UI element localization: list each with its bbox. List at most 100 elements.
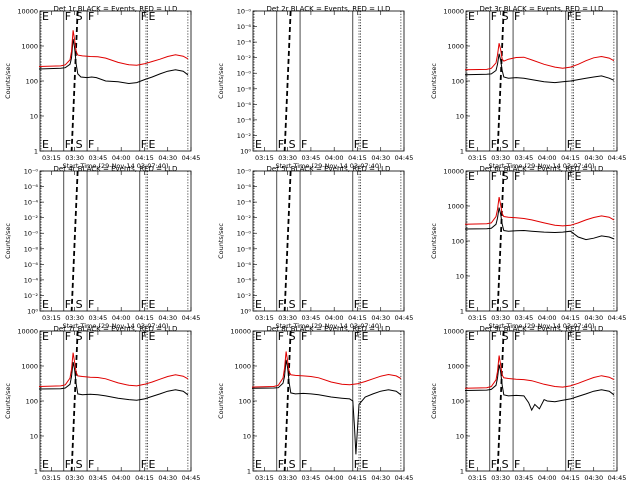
marker-label: F [514, 458, 520, 471]
y-tick-label: 10000 [443, 168, 464, 176]
y-tick-label: 10⁻⁶ [24, 261, 39, 269]
x-axis-label: Start Time (29-Nov-14 03:07:40) [63, 322, 169, 330]
marker-label-top: F [567, 330, 573, 343]
marker-label: E [575, 298, 582, 311]
y-tick-label: 10⁻⁶ [237, 183, 252, 191]
y-tick-label: 10⁻⁰ [24, 230, 39, 238]
x-tick-label: 03:45 [89, 474, 108, 480]
y-tick-label: 10 [30, 113, 38, 121]
panel-1: Det 1r BLACK = Events, RED = LLD 03:15 03:… [4, 5, 200, 170]
x-tick-label: 03:45 [302, 474, 321, 480]
x-tick-label: 03:30 [491, 154, 510, 162]
marker-label: F [278, 458, 284, 471]
marker-label-top: S [76, 330, 83, 343]
marker-label: F [567, 458, 573, 471]
marker-label: F [354, 298, 360, 311]
marker-label: F [88, 138, 94, 151]
x-tick-label: 04:30 [584, 154, 603, 162]
marker-label: E [255, 458, 262, 471]
y-tick-label: 10 [30, 433, 38, 441]
y-tick-label: 10⁻⁸ [237, 85, 252, 93]
marker-label: F [88, 458, 94, 471]
marker-label: F [65, 138, 71, 151]
marker-line-s [70, 330, 79, 472]
y-axis-label: Counts/sec [217, 223, 225, 259]
panel-title: Det 5r BLACK = Events, RED = LLD [267, 165, 391, 173]
x-tick-label: 03:15 [468, 474, 487, 480]
panel-title: Det 2r BLACK = Events, RED = LLD [267, 5, 391, 13]
marker-label-top: F [88, 10, 94, 23]
y-tick-label: 10⁻⁴ [237, 39, 252, 47]
y-tick-label: 10⁻² [24, 214, 39, 222]
x-tick-label: 04:30 [371, 314, 390, 322]
x-tick-label: 03:15 [255, 314, 274, 322]
x-axis-label: Start Time (29-Nov-14 03:07:40) [276, 162, 382, 170]
x-tick-label: 03:15 [42, 154, 61, 162]
marker-label: S [289, 298, 296, 311]
marker-label-top: F [491, 10, 497, 23]
y-tick-label: 10000 [17, 328, 38, 336]
x-tick-label: 04:00 [538, 314, 557, 322]
x-tick-label: 03:30 [65, 474, 84, 480]
marker-label: F [567, 138, 573, 151]
marker-label-top: S [289, 330, 296, 343]
x-tick-label: 04:15 [348, 314, 367, 322]
marker-label: E [42, 138, 49, 151]
y-tick-label: 10⁻⁰ [237, 8, 252, 16]
y-tick-label: 10⁻⁶ [24, 183, 39, 191]
y-axis-label: Counts/sec [4, 63, 12, 99]
marker-label-top: F [567, 170, 573, 183]
y-tick-label: 10⁻⁶ [237, 261, 252, 269]
x-tick-label: 04:45 [608, 314, 627, 322]
marker-label: E [42, 298, 49, 311]
plot-frame [465, 330, 618, 472]
x-tick-label: 03:15 [468, 314, 487, 322]
marker-label-top: S [76, 10, 83, 23]
panel-title: Det 3r BLACK = Events, RED = LLD [480, 5, 604, 13]
x-tick-label: 04:15 [561, 474, 580, 480]
marker-label-top: F [141, 10, 147, 23]
marker-label: S [289, 138, 296, 151]
x-tick-label: 04:45 [395, 474, 414, 480]
x-tick-label: 04:45 [182, 154, 201, 162]
y-tick-label: 10⁻⁶ [237, 101, 252, 109]
x-tick-label: 03:15 [42, 474, 61, 480]
panel-5: Det 5r BLACK = Events, RED = LLD 03:15 03:… [217, 165, 413, 330]
events-series-line [464, 364, 615, 412]
marker-label: S [289, 458, 296, 471]
marker-label: F [514, 138, 520, 151]
x-tick-label: 04:45 [608, 154, 627, 162]
marker-line-s [283, 330, 292, 472]
y-tick-label: 1000 [447, 363, 464, 371]
marker-label: E [149, 138, 156, 151]
x-tick-label: 03:30 [65, 154, 84, 162]
x-tick-label: 04:15 [561, 154, 580, 162]
x-tick-label: 04:30 [158, 474, 177, 480]
marker-label-top: E [42, 330, 49, 343]
x-tick-label: 04:45 [182, 314, 201, 322]
x-axis-label: Start Time (29-Nov-14 03:07:40) [276, 322, 382, 330]
panel-title: Det 7r BLACK = Events, RED = LLD [54, 325, 178, 333]
marker-label: F [65, 458, 71, 471]
marker-label-top: F [65, 10, 71, 23]
x-tick-label: 03:45 [515, 474, 534, 480]
y-tick-label: 10⁻² [237, 214, 252, 222]
x-tick-label: 04:30 [158, 154, 177, 162]
x-tick-label: 03:45 [302, 154, 321, 162]
marker-label: F [141, 298, 147, 311]
y-tick-label: 10⁻⁰ [24, 168, 39, 176]
marker-line-s [496, 170, 505, 312]
y-tick-label: 100 [452, 398, 464, 406]
y-tick-label: 10 [456, 433, 464, 441]
lld-series-line [464, 355, 615, 389]
marker-label-top: F [141, 330, 147, 343]
marker-label: E [362, 138, 369, 151]
y-tick-label: 1 [34, 468, 38, 476]
x-tick-label: 03:30 [65, 314, 84, 322]
marker-label: E [255, 298, 262, 311]
marker-label-top: E [575, 170, 582, 183]
plot-frame [252, 170, 405, 312]
y-tick-label: 1 [460, 148, 464, 156]
marker-label: F [301, 458, 307, 471]
marker-label-top: E [468, 10, 475, 23]
